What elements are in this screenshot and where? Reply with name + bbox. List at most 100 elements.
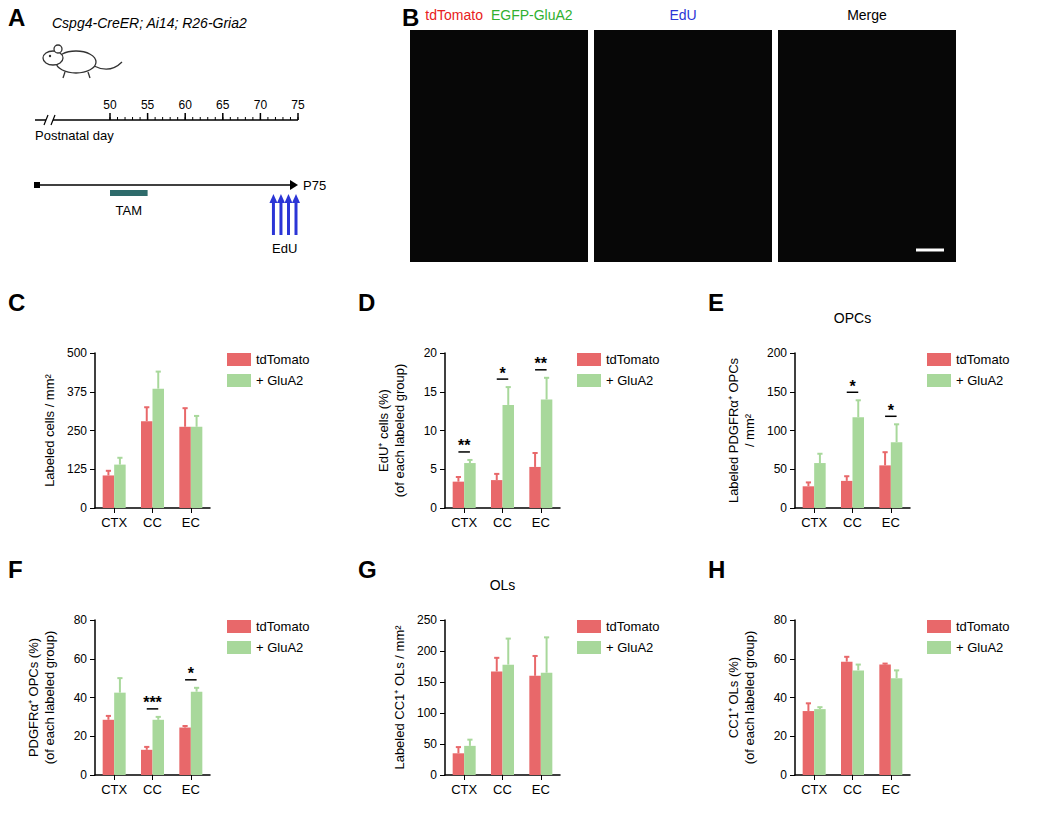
svg-text:CTX: CTX [801,515,827,530]
svg-text:250: 250 [67,424,87,438]
svg-text:20: 20 [74,729,88,743]
svg-text:OLs: OLs [490,577,516,593]
svg-text:Labeled cells / mm²: Labeled cells / mm² [42,373,57,486]
svg-text:TAM: TAM [116,203,142,218]
svg-text:+ GluA2: + GluA2 [256,640,303,655]
svg-text:CC: CC [493,515,512,530]
svg-text:OPCs: OPCs [834,310,871,326]
svg-text:0: 0 [80,501,87,515]
svg-text:CC: CC [843,782,862,797]
svg-text:*: * [888,402,895,419]
svg-text:EC: EC [182,782,200,797]
svg-text:60: 60 [774,652,788,666]
svg-text:CTX: CTX [451,515,477,530]
svg-text:Merge: Merge [847,7,887,23]
svg-text:150: 150 [417,675,437,689]
svg-text:CTX: CTX [451,782,477,797]
svg-text:**: ** [458,437,471,454]
svg-text:0: 0 [430,768,437,782]
svg-text:tdTomato: tdTomato [606,619,659,634]
svg-text:tdTomato: tdTomato [956,352,1009,367]
svg-text:CTX: CTX [101,515,127,530]
svg-text:B: B [402,4,419,31]
svg-text:70: 70 [254,98,268,112]
svg-text:(of each labeled group): (of each labeled group) [42,631,57,765]
svg-text:G: G [358,556,377,583]
svg-text:EdU⁺ cells (%): EdU⁺ cells (%) [376,389,391,472]
svg-text:EC: EC [882,782,900,797]
svg-text:200: 200 [767,346,787,360]
svg-text:CC1⁺ OLs (%): CC1⁺ OLs (%) [726,657,741,738]
svg-text:10: 10 [424,424,438,438]
svg-text:200: 200 [417,644,437,658]
svg-text:40: 40 [774,691,788,705]
svg-text:(of each labeled group): (of each labeled group) [742,631,757,765]
svg-text:tdTomato: tdTomato [256,352,309,367]
svg-text:EC: EC [532,515,550,530]
svg-text:100: 100 [417,706,437,720]
svg-text:+ GluA2: + GluA2 [606,373,653,388]
svg-text:CC: CC [493,782,512,797]
svg-text:*: * [849,378,856,395]
svg-text:50: 50 [103,98,117,112]
svg-text:***: *** [143,694,162,711]
svg-text:Cspg4-CreER; Ai14; R26-Gria2: Cspg4-CreER; Ai14; R26-Gria2 [52,15,247,31]
svg-text:(of each labeled group): (of each labeled group) [392,364,407,498]
svg-text:tdTomato: tdTomato [256,619,309,634]
svg-text:Postnatal day: Postnatal day [35,128,114,143]
svg-text:**: ** [535,355,548,372]
svg-text:100: 100 [767,424,787,438]
svg-text:Labeled PDGFRα⁺ OPCs: Labeled PDGFRα⁺ OPCs [726,357,741,503]
svg-text:80: 80 [774,613,788,627]
svg-text:0: 0 [780,501,787,515]
svg-text:+ GluA2: + GluA2 [956,640,1003,655]
svg-text:125: 125 [67,462,87,476]
svg-text:CTX: CTX [801,782,827,797]
svg-text:EdU: EdU [272,241,297,256]
svg-text:20: 20 [774,729,788,743]
svg-text:tdTomato: tdTomato [606,352,659,367]
svg-text:tdTomatoEGFP-GluA2: tdTomatoEGFP-GluA2 [425,7,572,23]
svg-text:*: * [188,665,195,682]
svg-text:15: 15 [424,385,438,399]
svg-text:C: C [8,289,25,316]
svg-text:375: 375 [67,385,87,399]
svg-text:PDGFRα⁺ OPCs (%): PDGFRα⁺ OPCs (%) [26,638,41,757]
svg-text:250: 250 [417,613,437,627]
svg-text:A: A [8,4,25,31]
svg-text:CC: CC [143,782,162,797]
svg-text:50: 50 [774,462,788,476]
svg-text:0: 0 [430,501,437,515]
svg-text:60: 60 [179,98,193,112]
svg-text:55: 55 [141,98,155,112]
svg-text:5: 5 [430,462,437,476]
svg-text:50: 50 [424,737,438,751]
svg-text:CC: CC [843,515,862,530]
svg-text:80: 80 [74,613,88,627]
svg-text:EC: EC [532,782,550,797]
svg-text:0: 0 [780,768,787,782]
svg-text:40: 40 [74,691,88,705]
svg-text:F: F [8,556,23,583]
svg-text:CTX: CTX [101,782,127,797]
svg-text:60: 60 [74,652,88,666]
svg-text:H: H [708,556,725,583]
svg-text:20: 20 [424,346,438,360]
svg-text:500: 500 [67,346,87,360]
svg-text:P75: P75 [303,178,326,193]
svg-text:D: D [358,289,375,316]
svg-text:150: 150 [767,385,787,399]
svg-text:+ GluA2: + GluA2 [956,373,1003,388]
svg-text:EC: EC [882,515,900,530]
svg-text:+ GluA2: + GluA2 [256,373,303,388]
svg-text:EC: EC [182,515,200,530]
svg-text:Labeled CC1⁺ OLs / mm²: Labeled CC1⁺ OLs / mm² [392,625,407,770]
svg-text:*: * [499,365,506,382]
svg-text:75: 75 [291,98,305,112]
svg-text:CC: CC [143,515,162,530]
svg-text:tdTomato: tdTomato [956,619,1009,634]
svg-text:+ GluA2: + GluA2 [606,640,653,655]
svg-text:EdU: EdU [669,7,696,23]
svg-text:0: 0 [80,768,87,782]
svg-text:/ mm²: / mm² [742,413,757,447]
